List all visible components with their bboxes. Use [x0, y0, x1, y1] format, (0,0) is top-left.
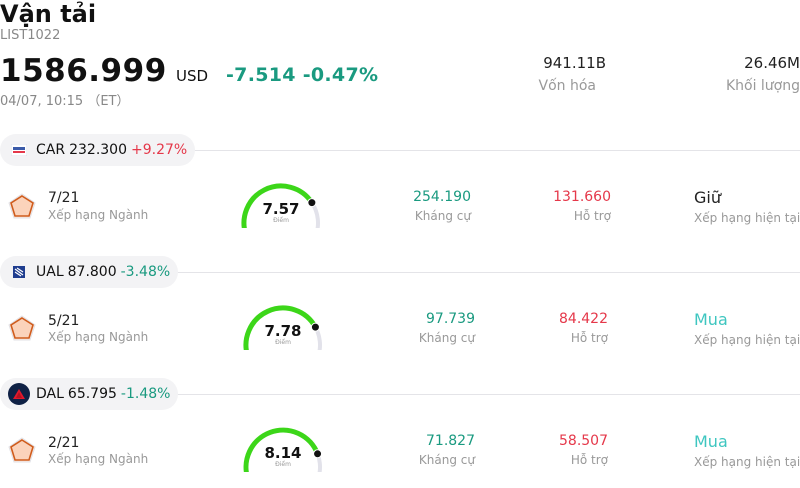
stock-chip-ual[interactable]: UAL 87.800 -3.48% [0, 256, 179, 288]
index-price: 1586.999 [0, 53, 167, 89]
support-label: Hỗ trợ [570, 331, 608, 345]
section-divider [190, 150, 800, 151]
current-rating-label: Xếp hạng hiện tại [694, 333, 800, 347]
united-airlines-logo-icon [8, 261, 30, 283]
industry-rank-label: Xếp hạng Ngành [48, 208, 149, 222]
stock-chip-car[interactable]: CAR 232.300 +9.27% [0, 134, 196, 166]
stock-symbol: UAL [36, 264, 64, 280]
resistance-label: Kháng cự [414, 209, 471, 223]
score-caption: Điểm [275, 339, 291, 346]
quote-datetime: 04/07, 10:15 （ET） [0, 94, 130, 109]
score-caption: Điểm [273, 217, 289, 224]
industry-rank-label: Xếp hạng Ngành [48, 330, 149, 344]
support-value: 84.422 [559, 311, 608, 327]
current-rating-value: Giữ [694, 188, 721, 207]
support-label: Hỗ trợ [573, 209, 611, 223]
market-cap-value: 941.11B [543, 54, 606, 72]
section-divider [174, 272, 800, 273]
resistance-value: 97.739 [426, 311, 475, 327]
stock-change: -1.48% [120, 386, 171, 402]
score-value: 8.14 [264, 444, 302, 462]
score-value: 7.78 [264, 322, 302, 340]
volume-value: 26.46M [744, 54, 800, 72]
industry-rank-value: 5/21 [48, 313, 80, 329]
stock-symbol: DAL [36, 386, 64, 402]
index-code: LIST1022 [0, 28, 61, 43]
score-value: 7.57 [262, 200, 300, 218]
current-rating-label: Xếp hạng hiện tại [694, 455, 800, 469]
industry-rank-value: 7/21 [48, 190, 80, 206]
section-divider [176, 394, 800, 395]
current-rating-value: Mua [694, 432, 728, 451]
industry-rank-label: Xếp hạng Ngành [48, 452, 149, 466]
industry-rank-value: 2/21 [48, 435, 80, 451]
stock-change: -3.48% [120, 264, 171, 280]
market-cap-label: Vốn hóa [538, 78, 596, 94]
delta-logo-icon [8, 383, 30, 405]
stock-price: 65.795 [67, 386, 117, 402]
support-value: 131.660 [553, 189, 611, 205]
score-gauge [240, 302, 326, 361]
current-rating-value: Mua [694, 310, 728, 329]
resistance-label: Kháng cự [418, 453, 475, 467]
rank-radar-icon [8, 315, 36, 345]
stock-symbol: CAR [36, 142, 66, 158]
stock-chip-dal[interactable]: DAL 65.795 -1.48% [0, 378, 179, 410]
stock-price: 232.300 [69, 142, 127, 158]
support-value: 58.507 [559, 433, 608, 449]
rank-radar-icon [8, 437, 36, 467]
current-rating-label: Xếp hạng hiện tại [694, 211, 800, 225]
index-change: -7.514 -0.47% [226, 64, 379, 86]
resistance-value: 71.827 [426, 433, 475, 449]
resistance-value: 254.190 [413, 189, 471, 205]
score-caption: Điểm [275, 461, 291, 468]
avis-logo-icon [8, 139, 30, 161]
support-label: Hỗ trợ [570, 453, 608, 467]
resistance-label: Kháng cự [418, 331, 475, 345]
score-gauge [240, 424, 326, 483]
stock-change: +9.27% [131, 142, 188, 158]
stock-price: 87.800 [67, 264, 117, 280]
volume-label: Khối lượng [725, 78, 800, 94]
rank-radar-icon [8, 193, 36, 223]
page-title: Vận tải [0, 0, 97, 28]
score-gauge [238, 180, 324, 239]
currency-label: USD [176, 67, 209, 85]
